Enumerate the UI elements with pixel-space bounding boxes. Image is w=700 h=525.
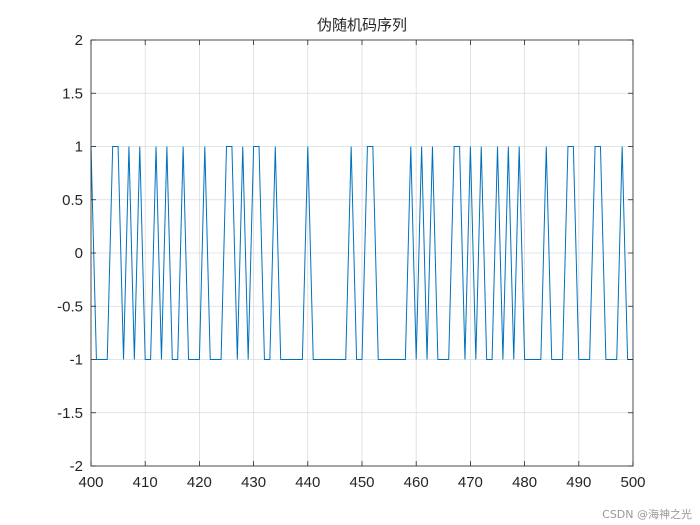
x-tick-label: 500: [620, 474, 645, 491]
x-tick-label: 470: [458, 474, 483, 491]
x-tick-label: 480: [512, 474, 537, 491]
series-line: [90, 146, 633, 360]
watermark: CSDN @海神之光: [602, 508, 692, 521]
y-tick-label: 0: [75, 245, 83, 262]
x-tick-label: 460: [404, 474, 429, 491]
x-tick-labels: 400 410 420 430 440 450 460 470 480 490 500: [78, 474, 645, 491]
x-tick-label: 420: [187, 474, 212, 491]
y-tick-label: 1: [75, 139, 83, 156]
y-tick-label: 0.5: [62, 192, 83, 209]
x-tick-label: 490: [566, 474, 591, 491]
y-tick-label: -1.5: [57, 405, 83, 422]
y-tick-label: 2: [75, 32, 83, 49]
y-tick-label: -0.5: [57, 298, 83, 315]
y-tick-label: 1.5: [62, 85, 83, 102]
y-tick-label: -2: [70, 458, 83, 475]
ticks: [90, 39, 634, 467]
x-tick-label: 400: [78, 474, 103, 491]
chart-title: 伪随机码序列: [317, 16, 407, 34]
x-tick-label: 440: [295, 474, 320, 491]
y-tick-labels: -2 -1.5 -1 -0.5 0 0.5 1 1.5 2: [57, 32, 83, 475]
x-tick-label: 430: [241, 474, 266, 491]
series-group: [90, 146, 633, 360]
x-tick-label: 410: [133, 474, 158, 491]
x-tick-label: 450: [349, 474, 374, 491]
y-tick-label: -1: [70, 352, 83, 369]
